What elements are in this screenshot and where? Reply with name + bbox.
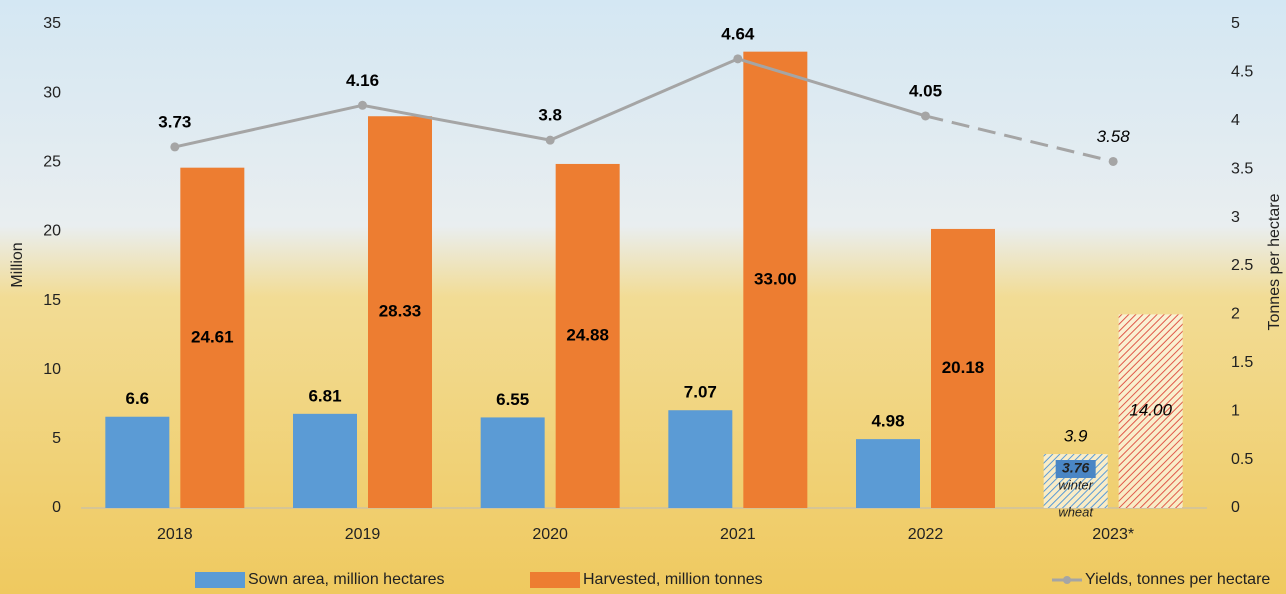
y-tick-label: 35 bbox=[43, 15, 61, 32]
legend-label: Sown area, million hectares bbox=[248, 571, 445, 588]
data-label: 4.64 bbox=[721, 24, 755, 43]
y2-tick-label: 1.5 bbox=[1231, 354, 1253, 371]
x-tick-label: 2019 bbox=[345, 526, 381, 543]
bar bbox=[180, 167, 245, 508]
line-point bbox=[170, 142, 180, 152]
legend-swatch bbox=[530, 572, 580, 588]
bar bbox=[668, 410, 733, 508]
annotation-box bbox=[1055, 460, 1096, 478]
data-label: 3.58 bbox=[1097, 127, 1131, 146]
y-tick-label: 15 bbox=[43, 292, 61, 309]
line-point bbox=[545, 135, 555, 145]
data-label: 4.98 bbox=[871, 412, 904, 431]
annotation-value: 3.76 bbox=[1062, 460, 1089, 476]
y-tick-label: 5 bbox=[52, 430, 61, 447]
bar bbox=[368, 116, 432, 508]
line-segment bbox=[549, 57, 739, 142]
data-label: 4.05 bbox=[909, 81, 942, 100]
data-label: 7.07 bbox=[684, 383, 717, 402]
y2-tick-label: 4 bbox=[1231, 112, 1240, 129]
y2-axis-title: Tonnes per hectare bbox=[1266, 193, 1283, 330]
x-tick-label: 2022 bbox=[908, 526, 944, 543]
legend-label: Yields, tonnes per hectare bbox=[1085, 571, 1270, 588]
annotation-text: winter bbox=[1058, 477, 1093, 492]
y2-tick-label: 4.5 bbox=[1231, 64, 1253, 81]
bar bbox=[856, 439, 920, 508]
data-label: 14.00 bbox=[1129, 401, 1172, 420]
y2-tick-label: 5 bbox=[1231, 15, 1240, 32]
y-tick-label: 25 bbox=[43, 154, 61, 171]
data-label: 3.8 bbox=[538, 106, 562, 125]
bar bbox=[480, 417, 545, 508]
data-label: 4.16 bbox=[346, 71, 379, 90]
line-segment bbox=[362, 103, 551, 142]
y-tick-label: 10 bbox=[43, 361, 61, 378]
y-tick-label: 20 bbox=[43, 223, 61, 240]
y2-tick-label: 3 bbox=[1231, 209, 1240, 226]
line-point bbox=[1108, 156, 1118, 166]
data-label: 28.33 bbox=[379, 302, 422, 321]
data-label: 6.55 bbox=[496, 390, 529, 409]
line-point bbox=[921, 111, 930, 121]
data-label: 33.00 bbox=[754, 269, 797, 288]
y2-tick-label: 2.5 bbox=[1231, 257, 1253, 274]
x-tick-label: 2020 bbox=[532, 526, 568, 543]
x-tick-label: 2023* bbox=[1092, 526, 1134, 543]
bar bbox=[743, 51, 808, 509]
line-point bbox=[733, 54, 743, 64]
y-axis-title: Million bbox=[9, 242, 26, 287]
x-tick-label: 2018 bbox=[157, 526, 193, 543]
data-label: 6.6 bbox=[126, 389, 150, 408]
legend-swatch bbox=[195, 572, 245, 588]
bar bbox=[1118, 314, 1183, 508]
x-tick-label: 2021 bbox=[720, 526, 756, 543]
data-label: 24.88 bbox=[566, 325, 609, 344]
data-label: 3.9 bbox=[1064, 427, 1088, 446]
line-segment bbox=[925, 114, 1114, 163]
line-point bbox=[358, 100, 367, 110]
data-label: 24.61 bbox=[191, 327, 234, 346]
y-tick-label: 0 bbox=[52, 499, 61, 516]
y2-tick-label: 3.5 bbox=[1231, 160, 1253, 177]
y2-tick-label: 0.5 bbox=[1231, 451, 1253, 468]
bar bbox=[293, 413, 357, 508]
bar bbox=[555, 163, 620, 509]
line-segment bbox=[737, 57, 926, 118]
legend-marker bbox=[1063, 576, 1071, 584]
annotation-text: wheat bbox=[1058, 504, 1094, 519]
line-segment bbox=[174, 103, 363, 149]
y2-tick-label: 0 bbox=[1231, 499, 1240, 516]
data-label: 6.81 bbox=[308, 386, 341, 405]
bar bbox=[931, 228, 995, 508]
y-tick-label: 30 bbox=[43, 84, 61, 101]
data-label: 3.73 bbox=[158, 112, 191, 131]
y2-tick-label: 1 bbox=[1231, 402, 1240, 419]
y2-tick-label: 2 bbox=[1231, 306, 1240, 323]
bar bbox=[105, 416, 170, 508]
data-label: 20.18 bbox=[942, 358, 985, 377]
legend-label: Harvested, million tonnes bbox=[583, 571, 763, 588]
